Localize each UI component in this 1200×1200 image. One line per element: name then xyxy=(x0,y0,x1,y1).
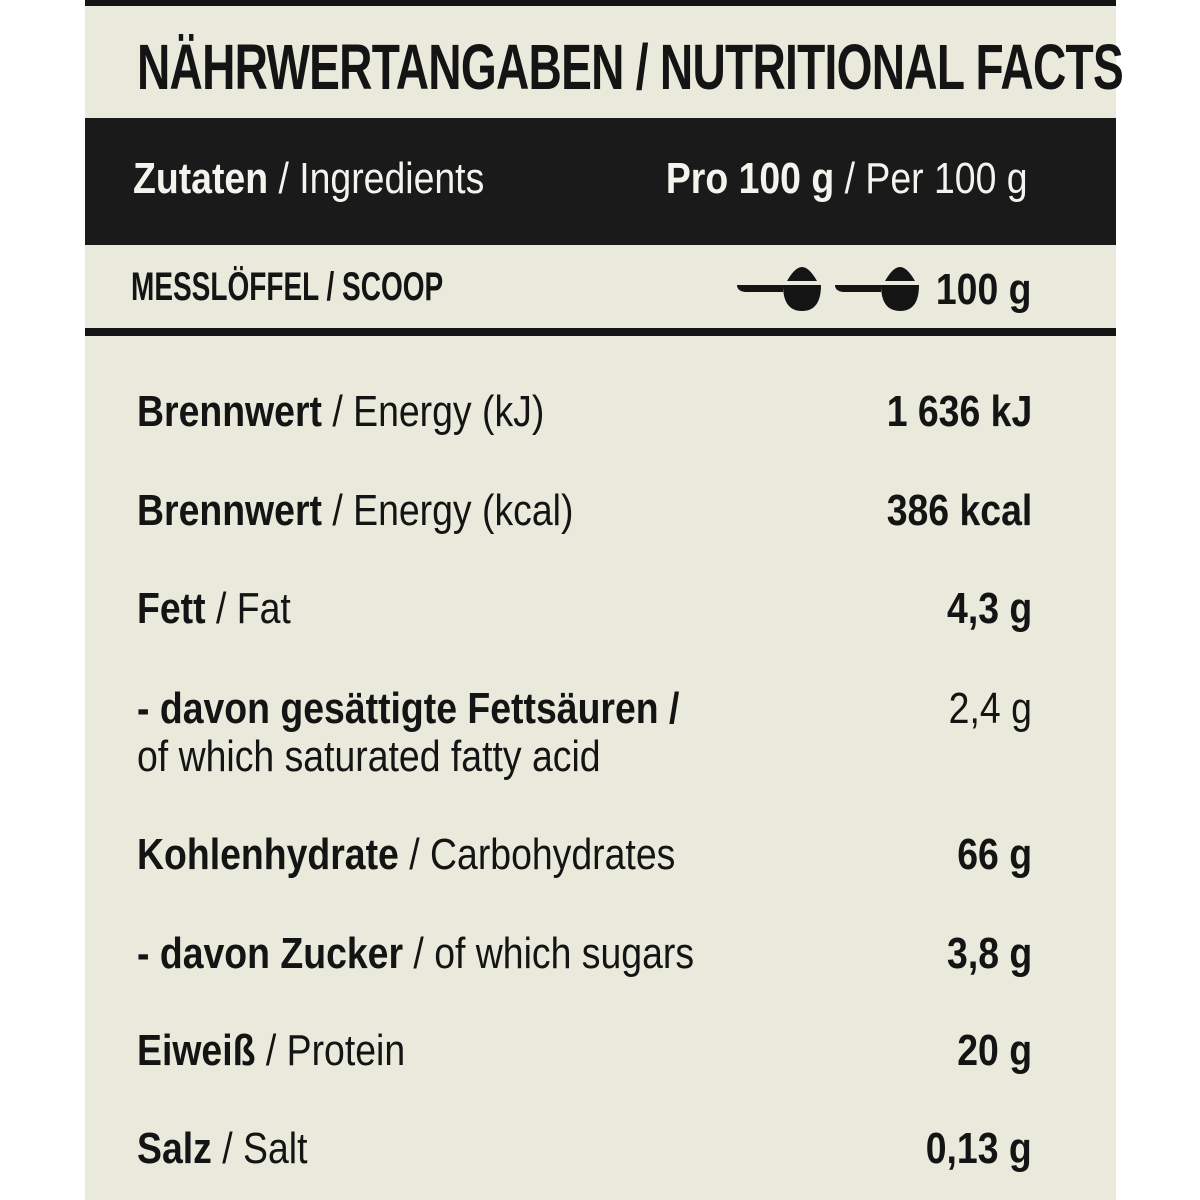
label-de: - davon gesättigte Fettsäuren / xyxy=(137,684,680,733)
header-de: Zutaten xyxy=(133,154,269,203)
header-band: Zutaten / Ingredients Pro 100 g / Per 10… xyxy=(85,118,1116,245)
header-per-en: / Per 100 g xyxy=(834,154,1028,203)
row-label: Eiweiß / Protein xyxy=(137,1027,405,1075)
label-de: - davon Zucker xyxy=(137,929,404,978)
row-label: Brennwert / Energy (kJ) xyxy=(137,388,544,436)
row-value: 386 kcal xyxy=(886,486,1032,535)
row-value: 20 g xyxy=(957,1026,1032,1075)
row-value: 1 636 kJ xyxy=(886,387,1032,436)
row-value: 4,3 g xyxy=(946,584,1032,633)
label-en: / Carbohydrates xyxy=(398,830,676,879)
row-value: 66 g xyxy=(957,830,1032,879)
label-en: / Energy (kcal) xyxy=(321,486,574,535)
scoop-value: 100 g xyxy=(936,265,1032,314)
label-de: Brennwert xyxy=(137,387,322,436)
label-de: Kohlenhydrate xyxy=(137,830,399,879)
label-en: / Fat xyxy=(205,584,291,633)
label-de: Salz xyxy=(137,1124,212,1173)
row-label: Kohlenhydrate / Carbohydrates xyxy=(137,831,675,879)
top-rule xyxy=(85,0,1116,6)
per-100g-header: Pro 100 g / Per 100 g xyxy=(666,154,1028,204)
label-en: / Energy (kJ) xyxy=(321,387,545,436)
row-label: Salz / Salt xyxy=(137,1125,307,1173)
label-en: / of which sugars xyxy=(403,929,695,978)
scoop-icon xyxy=(737,267,821,311)
label-en: / Protein xyxy=(255,1026,406,1075)
row-label: Brennwert / Energy (kcal) xyxy=(137,487,573,535)
header-per-de: Pro 100 g xyxy=(666,154,835,203)
scoop-label: MESSLÖFFEL / SCOOP xyxy=(131,265,444,309)
label-de: Brennwert xyxy=(137,486,322,535)
scoop-icons xyxy=(735,259,921,315)
label-en: of which saturated fatty acid xyxy=(137,732,601,781)
label-de: Eiweiß xyxy=(137,1026,256,1075)
row-label: - davon Zucker / of which sugars xyxy=(137,930,694,978)
nutrition-label: NÄHRWERTANGABEN / NUTRITIONAL FACTS Zuta… xyxy=(85,0,1124,1200)
label-de: Fett xyxy=(137,584,206,633)
row-label: Fett / Fat xyxy=(137,585,291,633)
label-title: NÄHRWERTANGABEN / NUTRITIONAL FACTS xyxy=(137,31,1124,103)
header-en: / Ingredients xyxy=(268,154,485,203)
row-value: 2,4 g xyxy=(948,684,1032,733)
scoop-icon xyxy=(835,267,919,311)
row-label: - davon gesättigte Fettsäuren / of which … xyxy=(137,685,679,781)
row-value: 3,8 g xyxy=(946,929,1032,978)
label-en: / Salt xyxy=(211,1124,308,1173)
scoop-row: MESSLÖFFEL / SCOOP 100 g xyxy=(85,245,1116,328)
ingredients-header: Zutaten / Ingredients xyxy=(133,154,484,204)
separator-rule xyxy=(85,328,1116,336)
row-value: 0,13 g xyxy=(925,1124,1032,1173)
